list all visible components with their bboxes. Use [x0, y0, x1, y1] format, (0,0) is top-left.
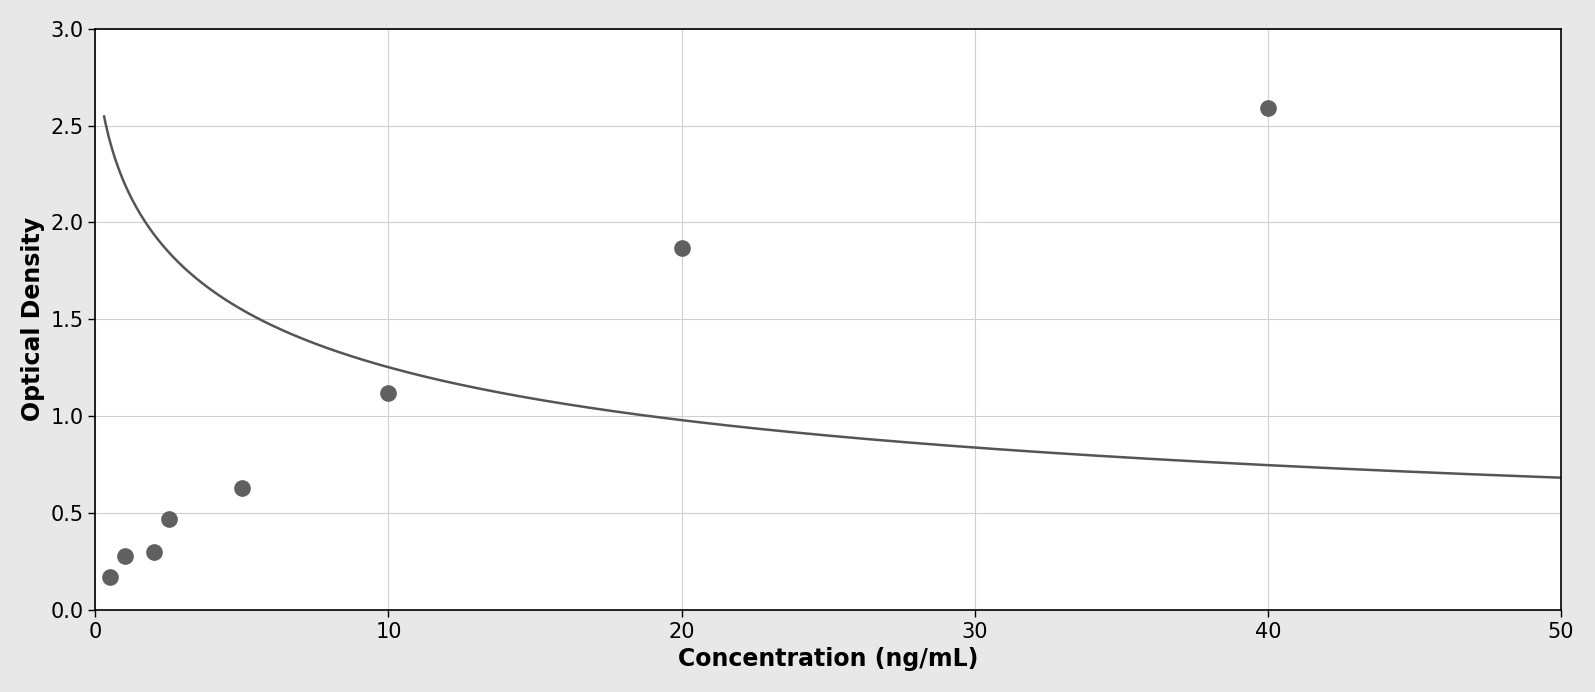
Y-axis label: Optical Density: Optical Density [21, 217, 45, 421]
Point [156, 513, 182, 525]
Point [142, 546, 167, 557]
Point [1255, 102, 1281, 113]
X-axis label: Concentration (ng/mL): Concentration (ng/mL) [678, 647, 978, 671]
Point [230, 482, 255, 493]
Point [668, 242, 694, 253]
Point [97, 572, 123, 583]
Point [112, 550, 137, 561]
Point [376, 388, 402, 399]
